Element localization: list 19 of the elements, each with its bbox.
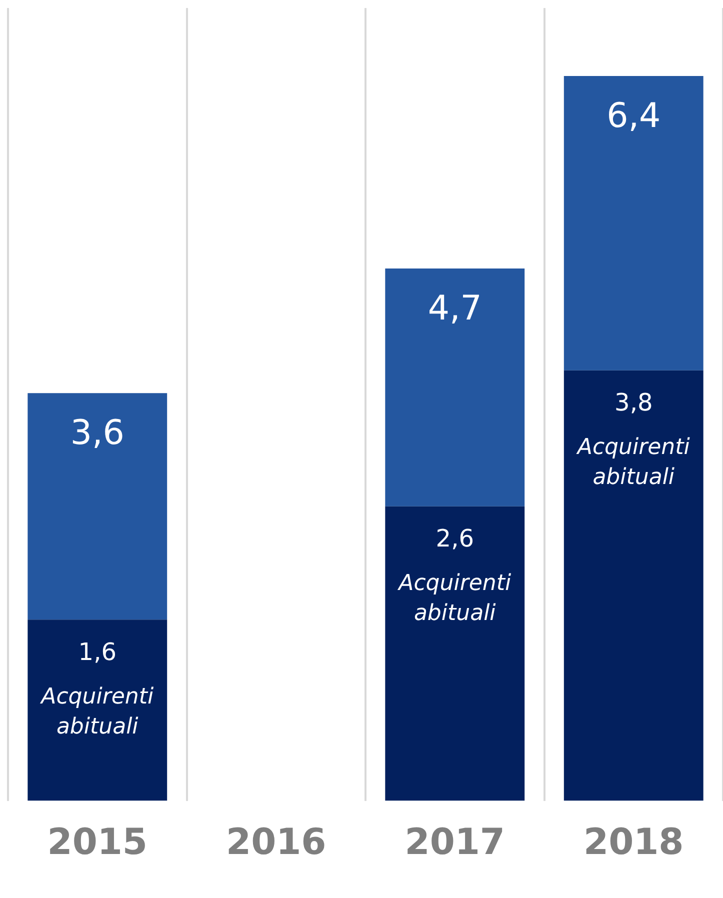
x-tick-label: 2016 bbox=[226, 822, 326, 863]
text: Acquirenti abituali bbox=[41, 684, 154, 740]
bar bbox=[564, 76, 704, 370]
x-tick-label: 2017 bbox=[404, 822, 505, 863]
x-tick-label: 2015 bbox=[47, 822, 148, 863]
text: Acquirenti abituali bbox=[577, 435, 690, 490]
bar bbox=[28, 620, 168, 801]
bar bbox=[564, 370, 704, 801]
series-label: Acquirenti abituali bbox=[396, 571, 512, 626]
total-label: 6,4 bbox=[606, 96, 661, 136]
total-label: 3,6 bbox=[70, 412, 124, 453]
bar bbox=[385, 506, 525, 801]
bar bbox=[385, 268, 525, 506]
total-label: 4,7 bbox=[428, 288, 482, 328]
data-label: 1,6 bbox=[78, 638, 116, 666]
data-label: 3,8 bbox=[614, 388, 653, 417]
x-tick-label: 2018 bbox=[584, 822, 684, 863]
data-label: 2,6 bbox=[436, 524, 474, 553]
bar bbox=[28, 393, 168, 620]
